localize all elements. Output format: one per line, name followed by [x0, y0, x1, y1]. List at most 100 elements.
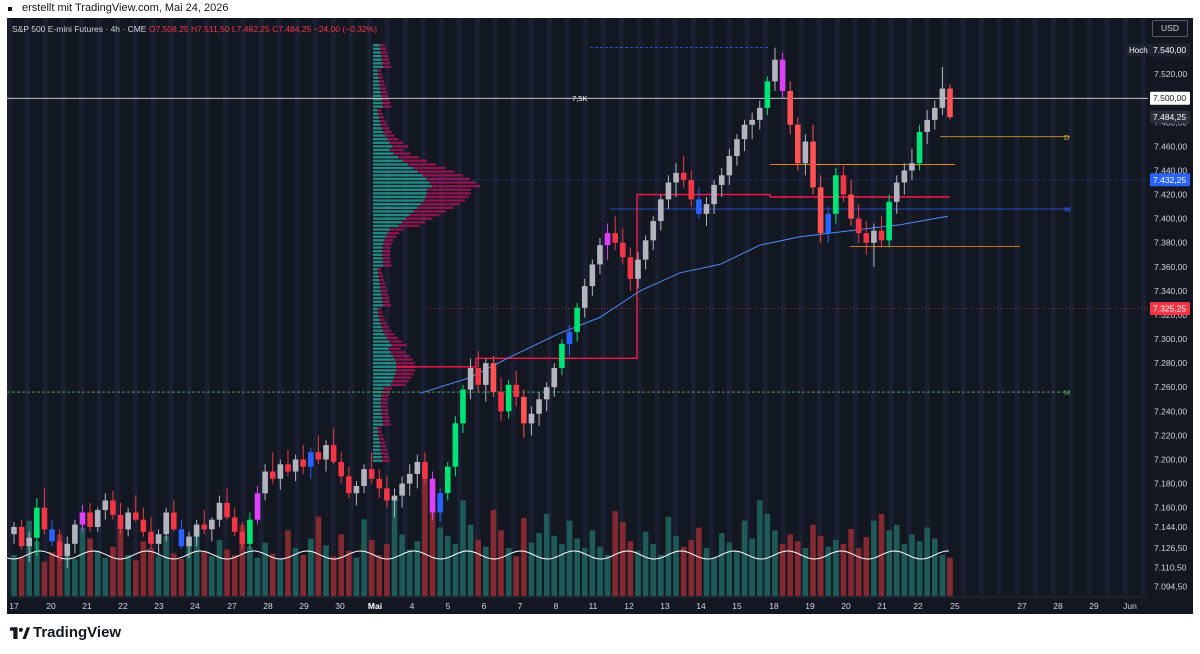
x-tick-label: 4 — [410, 601, 415, 611]
profile-row-down — [378, 311, 383, 314]
candle-body — [581, 286, 588, 308]
candle-body — [779, 59, 786, 91]
bg-column — [457, 18, 462, 595]
candle-body — [559, 343, 565, 368]
candle-body — [604, 233, 611, 246]
candle-body — [11, 526, 17, 535]
profile-row-down — [392, 380, 409, 383]
volume-bar — [604, 554, 611, 596]
profile-row-down — [381, 325, 389, 329]
candle — [247, 512, 253, 549]
volume-bar — [422, 466, 428, 596]
bg-column — [115, 18, 120, 595]
candle-body — [18, 526, 25, 547]
volume-bar — [711, 557, 717, 596]
price-label-box — [1150, 302, 1190, 316]
profile-row-down — [384, 333, 395, 336]
profile-row-down — [381, 293, 389, 296]
candle-body — [833, 175, 839, 214]
candle — [696, 187, 702, 219]
candle-body — [627, 257, 634, 279]
candle-body — [475, 367, 481, 385]
candle-body — [924, 119, 930, 132]
volume-bar — [391, 497, 398, 596]
legend-low: L7.482,25 — [231, 24, 270, 34]
profile-row-up — [373, 376, 394, 379]
profile-row-up — [373, 307, 378, 311]
profile-row-up — [373, 98, 382, 101]
candle-body — [658, 199, 664, 222]
volume-bar — [376, 554, 383, 596]
time-axis: 17 20 21 22 23 24 27 28 29 30 Mai 4 5 6 7 8 11 12 13 14 15 18… — [7, 596, 1148, 611]
x-tick-label: 20 — [46, 601, 56, 611]
profile-row-up — [373, 239, 385, 242]
profile-row-down — [381, 455, 390, 459]
candle-body — [254, 493, 261, 520]
candle — [772, 47, 778, 91]
candle-body — [536, 399, 542, 414]
bg-column — [61, 18, 66, 595]
profile-row-down — [381, 416, 390, 419]
candle — [79, 505, 86, 532]
candle-body — [650, 221, 657, 241]
profile-row-up — [373, 275, 379, 278]
price-label-box — [1150, 91, 1190, 105]
volume-bar — [110, 546, 116, 596]
profile-row-down — [377, 72, 383, 76]
bg-column — [871, 18, 876, 595]
volume-bar — [810, 524, 816, 596]
volume-bar — [825, 546, 832, 596]
bg-column — [25, 18, 30, 595]
candle — [734, 134, 740, 166]
profile-row-up — [373, 228, 390, 231]
y-tick-label: 7.360,00 — [1154, 262, 1187, 272]
candle-body — [680, 172, 687, 181]
profile-row-down — [377, 307, 382, 311]
candle-body — [163, 512, 169, 535]
profile-row-down — [379, 80, 385, 83]
profile-row-up — [373, 448, 381, 452]
volume-bar — [315, 516, 322, 596]
profile-row-up — [373, 54, 382, 58]
candle — [201, 510, 208, 535]
profile-row-up — [373, 109, 378, 112]
bg-column — [97, 18, 102, 595]
profile-row-down — [426, 177, 471, 181]
profile-row-up — [373, 430, 378, 434]
candle-body — [612, 233, 618, 243]
profile-row-down — [378, 275, 384, 278]
candle — [262, 464, 268, 501]
candle — [536, 392, 542, 426]
x-tick-label: 8 — [554, 601, 559, 611]
candle-body — [422, 461, 428, 479]
profile-row-up — [373, 426, 378, 430]
currency-selector[interactable]: USD — [1152, 20, 1188, 37]
volume-bar — [178, 559, 185, 596]
bg-column — [889, 18, 894, 595]
profile-row-down — [382, 304, 392, 307]
profile-row-up — [373, 170, 418, 173]
x-tick-label: 20 — [841, 601, 851, 611]
profile-row-down — [379, 441, 386, 444]
volume-bars — [11, 466, 953, 596]
candle — [741, 119, 748, 152]
bg-column — [907, 18, 912, 595]
volume-bar — [262, 542, 268, 596]
candle-body — [72, 524, 78, 544]
profile-row-down — [379, 83, 386, 87]
x-tick-label: Mai — [368, 601, 382, 611]
x-tick-label: 28 — [263, 601, 273, 611]
volume-bar — [931, 538, 938, 596]
y-tick-label: 7.380,00 — [1154, 238, 1187, 248]
candle-body — [64, 543, 71, 556]
volume-bar — [201, 550, 208, 596]
background-columns — [7, 18, 1146, 595]
profile-row-down — [382, 423, 392, 426]
candle-body — [171, 512, 177, 530]
y-tick-label: 7.280,00 — [1154, 358, 1187, 368]
profile-row-up — [373, 336, 387, 340]
profile-row-up — [373, 76, 379, 79]
volume-bar — [833, 539, 839, 596]
candle — [612, 216, 618, 250]
